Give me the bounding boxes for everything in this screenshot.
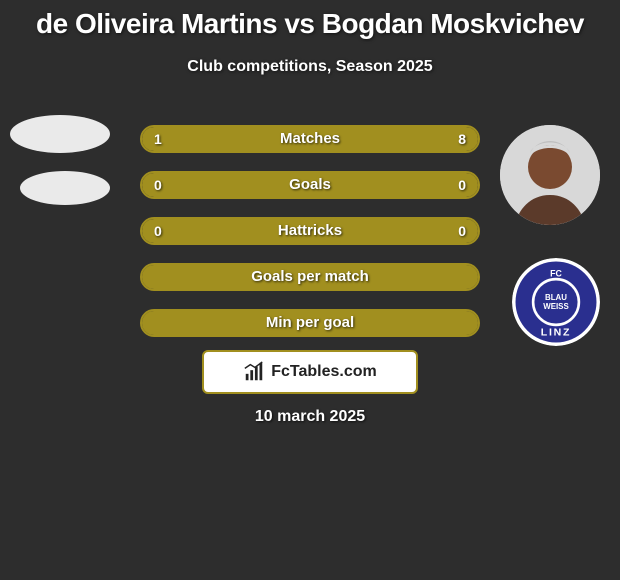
bar-chart-icon (243, 361, 265, 383)
stat-row: Goals per match (140, 263, 480, 291)
svg-text:FC: FC (550, 268, 562, 278)
brand-box: FcTables.com (202, 350, 418, 394)
brand-text: FcTables.com (271, 363, 377, 381)
club-badge-icon: FC BLAU WEISS LINZ (512, 258, 600, 346)
subtitle: Club competitions, Season 2025 (0, 58, 620, 76)
stat-row: 00Goals (140, 171, 480, 199)
stat-row: 18Matches (140, 125, 480, 153)
page-title: de Oliveira Martins vs Bogdan Moskvichev (0, 0, 620, 40)
player-left-avatar (10, 115, 110, 223)
stat-label: Matches (142, 127, 478, 151)
stat-row: 00Hattricks (140, 217, 480, 245)
stat-label: Goals (142, 173, 478, 197)
player-right-club-badge: FC BLAU WEISS LINZ (512, 258, 600, 346)
stat-row: Min per goal (140, 309, 480, 337)
date-line: 10 march 2025 (0, 408, 620, 426)
stat-label: Hattricks (142, 219, 478, 243)
svg-text:BLAU: BLAU (545, 293, 567, 302)
avatar-placeholder-shape (20, 171, 110, 205)
stats-bars: 18Matches 00Goals 00Hattricks Goals per mat… (140, 125, 480, 355)
svg-text:LINZ: LINZ (541, 326, 571, 338)
stat-label: Min per goal (142, 311, 478, 335)
stat-label: Goals per match (142, 265, 478, 289)
avatar-placeholder-shape (10, 115, 110, 153)
player-right-avatar (500, 125, 600, 225)
person-icon (500, 125, 600, 225)
svg-text:WEISS: WEISS (543, 302, 568, 311)
